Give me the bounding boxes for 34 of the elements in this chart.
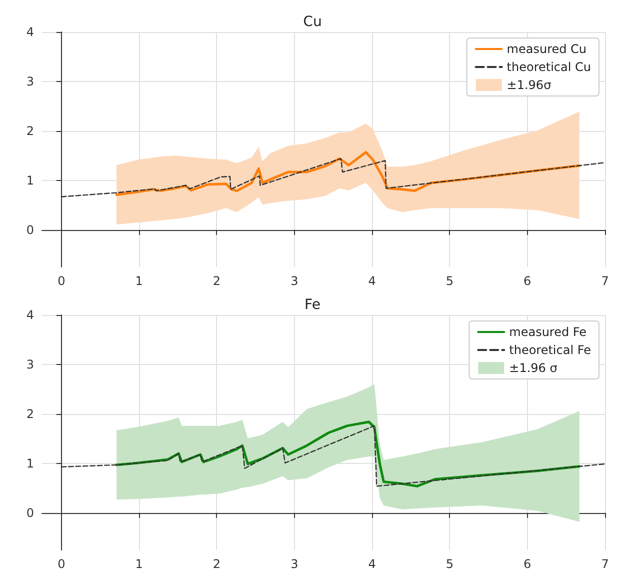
x-tick-label: 4: [368, 557, 376, 571]
y-tick-label: 2: [26, 124, 34, 138]
legend-label: ±1.96σ: [506, 78, 552, 92]
legend-label: measured Fe: [509, 325, 587, 339]
x-tick-label: 5: [446, 274, 454, 288]
x-tick-label: 1: [135, 557, 143, 571]
y-tick-label: 3: [26, 357, 34, 372]
y-tick-label: 1: [26, 173, 34, 188]
x-tick-label: 0: [58, 557, 66, 571]
y-tick-label: 3: [26, 74, 34, 88]
y-tick-label: 2: [26, 406, 34, 421]
x-tick-label: 4: [368, 274, 376, 288]
legend-label: measured Cu: [506, 42, 587, 56]
y-tick-label: 4: [26, 308, 34, 322]
chart-title: Fe: [304, 297, 320, 313]
x-tick-label: 0: [58, 274, 66, 288]
x-tick-label: 6: [524, 557, 532, 571]
y-tick-label: 0: [26, 222, 34, 237]
x-tick-label: 2: [212, 557, 221, 571]
legend-label: ±1.96 σ: [509, 361, 558, 375]
x-tick-label: 2: [212, 274, 221, 288]
x-tick-label: 3: [290, 557, 298, 571]
y-tick-label: 1: [26, 456, 34, 470]
x-tick-label: 1: [135, 274, 143, 288]
x-tick-label: 7: [601, 274, 609, 288]
y-tick-label: 0: [26, 506, 34, 520]
legend-label: theoretical Cu: [506, 60, 592, 74]
y-tick-label: 4: [26, 25, 34, 39]
x-tick-label: 6: [524, 274, 532, 288]
x-tick-label: 5: [446, 557, 454, 571]
legend-label: theoretical Fe: [509, 343, 592, 357]
x-tick-label: 7: [601, 557, 609, 571]
chart-title: Cu: [303, 14, 322, 30]
x-tick-label: 3: [290, 274, 298, 288]
